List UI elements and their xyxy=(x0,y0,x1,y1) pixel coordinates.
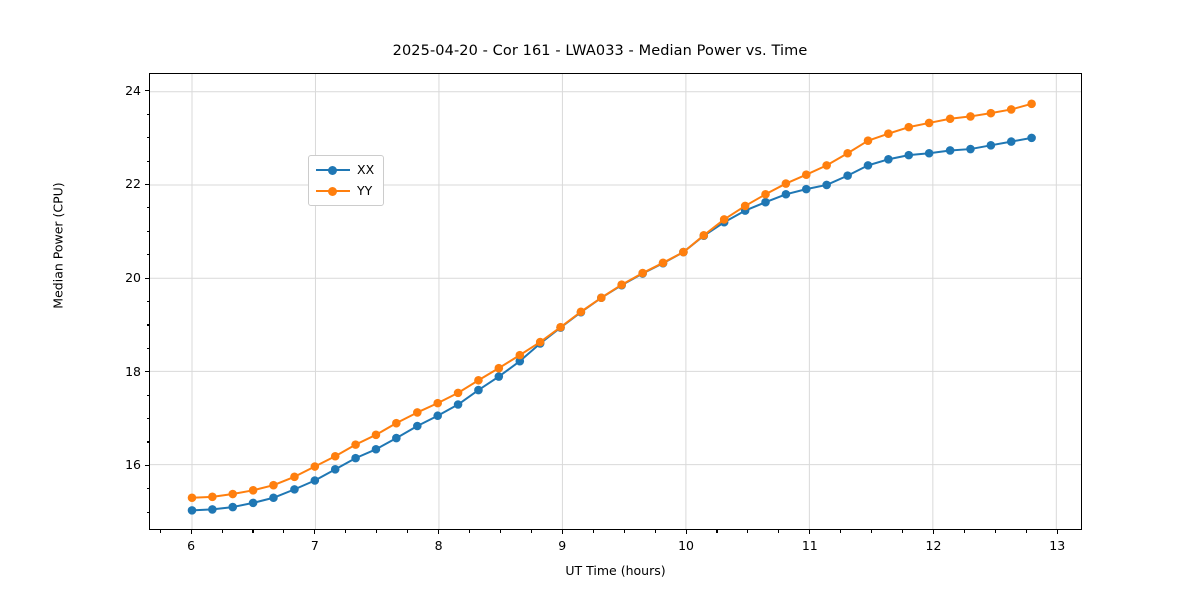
x-minor-tick xyxy=(747,530,749,533)
y-minor-tick xyxy=(146,230,149,232)
x-minor-tick xyxy=(716,530,718,533)
x-minor-tick xyxy=(1025,530,1027,533)
x-minor-tick xyxy=(654,530,656,533)
chart-title: 2025-04-20 - Cor 161 - LWA033 - Median P… xyxy=(392,43,808,59)
x-minor-tick xyxy=(623,530,625,533)
x-minor-tick xyxy=(283,530,285,533)
legend-marker-xx xyxy=(328,165,337,175)
x-minor-tick xyxy=(592,530,594,533)
x-minor-tick xyxy=(963,530,966,533)
y-tick-mark xyxy=(145,277,149,279)
x-minor-tick xyxy=(902,530,904,533)
x-minor-tick xyxy=(871,530,873,533)
x-tick-mark xyxy=(438,530,440,534)
legend[interactable]: XX YY xyxy=(308,155,385,206)
y-minor-tick xyxy=(146,488,149,490)
data-series-layer xyxy=(187,99,1036,515)
legend-swatch-xx xyxy=(316,164,350,176)
x-tick-mark xyxy=(314,530,316,534)
y-minor-tick xyxy=(146,511,149,513)
y-tick-mark xyxy=(145,371,149,373)
y-minor-tick xyxy=(146,418,149,420)
x-minor-tick xyxy=(407,530,409,533)
y-minor-tick xyxy=(146,207,149,209)
y-minor-tick xyxy=(146,441,149,443)
x-tick-mark xyxy=(1056,530,1058,534)
y-axis-label: Median Power (CPU) xyxy=(50,182,66,309)
y-tick-label: 20 xyxy=(125,270,141,286)
y-tick-label: 22 xyxy=(125,176,141,192)
x-tick-mark xyxy=(933,530,935,534)
legend-label-yy: YY xyxy=(357,182,373,198)
x-tick-label: 8 xyxy=(434,538,443,553)
x-tick-label: 12 xyxy=(925,538,942,553)
y-minor-tick xyxy=(146,113,149,115)
y-minor-tick xyxy=(146,394,149,396)
x-minor-tick xyxy=(840,530,842,533)
plot-area: XX YY xyxy=(149,73,1082,530)
x-tick-mark xyxy=(809,530,811,534)
legend-label-xx: XX xyxy=(357,161,375,177)
x-minor-tick xyxy=(778,530,780,533)
y-minor-tick xyxy=(146,137,149,139)
y-minor-tick xyxy=(146,301,149,303)
legend-entry-yy[interactable]: YY xyxy=(316,183,374,199)
y-minor-tick xyxy=(146,160,149,162)
y-minor-tick xyxy=(146,254,149,256)
legend-swatch-yy xyxy=(316,185,350,197)
x-minor-tick xyxy=(530,530,532,533)
x-tick-label: 13 xyxy=(1049,538,1066,553)
x-minor-tick xyxy=(345,530,347,533)
y-tick-mark xyxy=(145,90,149,92)
x-minor-tick xyxy=(994,530,996,533)
x-axis-label: UT Time (hours) xyxy=(565,563,666,578)
x-tick-label: 10 xyxy=(678,538,694,553)
series-yy xyxy=(187,99,1036,503)
legend-marker-yy xyxy=(328,186,337,196)
grid-lines xyxy=(150,74,1081,529)
y-tick-label: 16 xyxy=(125,457,141,473)
x-minor-tick xyxy=(499,530,501,533)
y-minor-tick xyxy=(146,347,149,349)
x-minor-tick xyxy=(159,530,161,533)
x-minor-tick xyxy=(221,530,223,533)
x-minor-tick xyxy=(376,530,378,533)
y-tick-mark xyxy=(145,183,149,186)
legend-entry-xx[interactable]: XX xyxy=(316,162,374,178)
x-tick-label: 7 xyxy=(310,538,319,553)
x-minor-tick xyxy=(468,530,471,533)
y-tick-label: 24 xyxy=(125,82,141,98)
x-minor-tick xyxy=(252,530,254,533)
x-tick-label: 11 xyxy=(801,538,818,553)
x-tick-label: 6 xyxy=(187,538,196,553)
x-tick-mark xyxy=(685,530,687,534)
y-tick-mark xyxy=(145,464,149,466)
x-tick-label: 9 xyxy=(558,538,567,553)
y-tick-label: 18 xyxy=(125,363,141,379)
y-minor-tick xyxy=(146,324,149,326)
x-tick-mark xyxy=(190,530,192,534)
x-tick-mark xyxy=(561,530,563,534)
